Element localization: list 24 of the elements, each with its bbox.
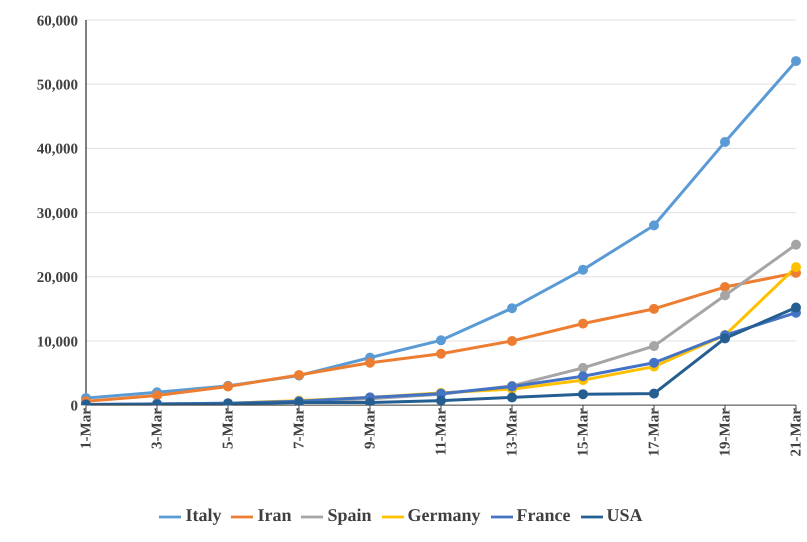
y-tick-label: 20,000 xyxy=(36,270,78,286)
x-tick-label: 17-Mar xyxy=(646,408,663,456)
y-tick-label: 60,000 xyxy=(36,13,78,30)
legend-label: France xyxy=(516,505,570,526)
legend-label: Germany xyxy=(408,505,481,526)
y-tick-label: 40,000 xyxy=(36,142,78,158)
x-tick-label: 1-Mar xyxy=(78,408,95,449)
x-tick-label: 15-Mar xyxy=(576,408,592,456)
y-tick-label: 10,000 xyxy=(36,334,78,350)
y-tick-label: 30,000 xyxy=(36,206,78,222)
x-tick-label: 13-Mar xyxy=(504,408,521,456)
legend-label: USA xyxy=(606,505,643,526)
x-tick-label: 7-Mar xyxy=(292,408,308,449)
legend-label: Italy xyxy=(185,505,222,526)
x-tick-label: 21-Mar xyxy=(788,408,805,456)
x-tick-label: 5-Mar xyxy=(220,408,237,449)
x-tick-label: 3-Mar xyxy=(150,408,166,449)
y-tick-label: 0 xyxy=(70,398,78,414)
legend-label: Iran xyxy=(257,505,292,526)
x-tick-label: 19-Mar xyxy=(718,408,734,456)
legend-label: Spain xyxy=(327,505,372,526)
x-tick-label: 9-Mar xyxy=(362,408,379,449)
x-tick-label: 11-Mar xyxy=(434,408,450,456)
y-tick-label: 50,000 xyxy=(36,78,78,94)
